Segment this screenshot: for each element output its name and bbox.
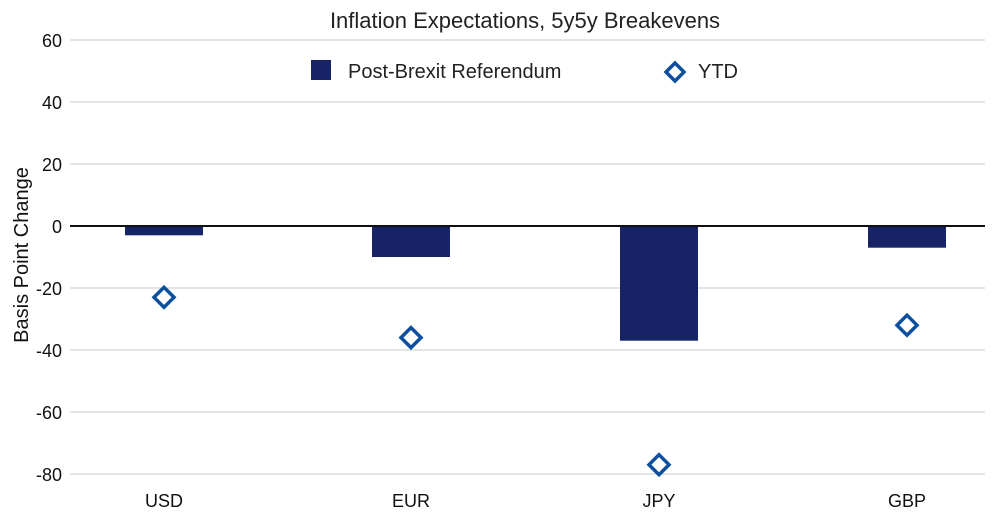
ytd-marker-gbp	[894, 312, 920, 338]
legend: Post-Brexit Referendum YTD	[311, 60, 738, 84]
y-tick-label: -20	[36, 279, 62, 299]
bar-series	[125, 226, 946, 341]
y-tick-label: 20	[42, 155, 62, 175]
y-tick-labels: 60 40 20 0 -20 -40 -60 -80	[36, 31, 62, 485]
x-tick-label-usd: USD	[145, 491, 183, 511]
x-tick-label-jpy: JPY	[642, 491, 675, 511]
y-tick-label: -40	[36, 341, 62, 361]
diamond-series	[151, 284, 920, 478]
gridlines	[70, 39, 985, 475]
x-tick-label-eur: EUR	[392, 491, 430, 511]
y-tick-label: 40	[42, 93, 62, 113]
legend-bar-swatch	[311, 60, 331, 80]
ytd-marker-jpy	[646, 452, 672, 478]
ytd-marker-usd	[151, 284, 177, 310]
ytd-marker-eur	[398, 325, 424, 351]
legend-label-post-brexit: Post-Brexit Referendum	[348, 61, 561, 83]
bar-eur	[372, 226, 450, 257]
chart-title: Inflation Expectations, 5y5y Breakevens	[330, 8, 720, 33]
x-tick-labels: USD EUR JPY GBP	[145, 491, 926, 511]
legend-label-ytd: YTD	[698, 61, 738, 83]
x-tick-label-gbp: GBP	[888, 491, 926, 511]
legend-diamond-swatch	[663, 60, 687, 84]
bar-gbp	[868, 226, 946, 248]
bar-usd	[125, 226, 203, 236]
y-tick-label: -80	[36, 465, 62, 485]
y-tick-label: 0	[52, 217, 62, 237]
y-axis-label: Basis Point Change	[11, 167, 33, 343]
y-tick-label: 60	[42, 31, 62, 51]
y-tick-label: -60	[36, 403, 62, 423]
bar-jpy	[620, 226, 698, 341]
